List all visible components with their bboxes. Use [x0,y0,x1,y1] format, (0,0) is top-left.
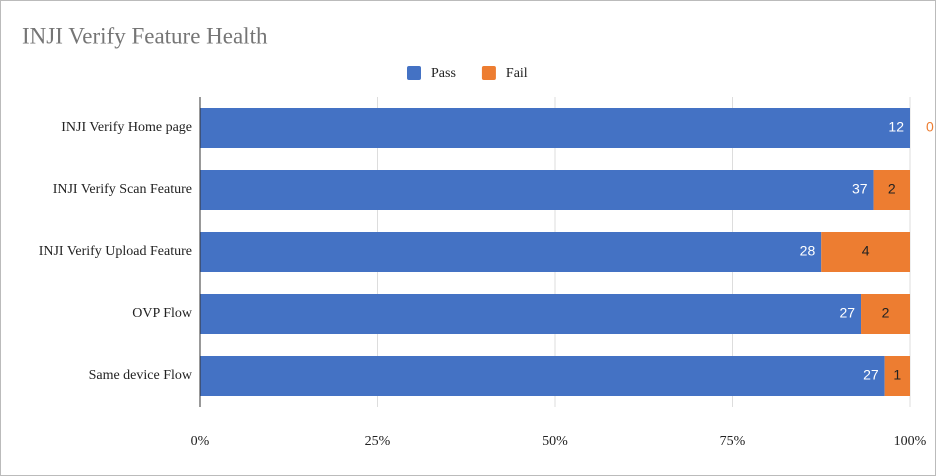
y-tick-label: INJI Verify Scan Feature [53,182,192,197]
y-tick-label: INJI Verify Home page [61,120,192,135]
value-label: 27 [839,305,855,321]
bar [200,356,885,396]
legend-label: Pass [431,66,456,81]
value-label: 37 [852,181,868,197]
bar [884,356,910,396]
x-tick-label: 0% [191,434,210,449]
bar [873,170,910,210]
x-tick-label: 100% [894,434,927,449]
value-label: 28 [800,243,816,259]
legend-swatch [481,66,496,80]
value-label: 2 [882,305,890,321]
legend-swatch [407,66,421,80]
bar [200,232,822,272]
y-tick-label: INJI Verify Upload Feature [39,244,192,259]
y-tick-label: Same device Flow [89,368,193,383]
x-tick-label: 75% [720,434,746,449]
bar [821,232,910,272]
bar [200,294,862,334]
bar [861,294,910,334]
value-label: 0 [926,119,934,135]
legend-label: Fail [506,66,528,81]
y-tick-label: OVP Flow [132,306,193,321]
bar [200,170,874,210]
value-label: 27 [863,367,879,383]
x-tick-label: 25% [365,434,391,449]
value-label: 1 [893,367,901,383]
x-tick-label: 50% [542,434,568,449]
value-label: 4 [862,243,870,259]
value-label: 12 [888,119,904,135]
value-label: 2 [888,181,896,197]
chart-title: INJI Verify Feature Health [22,23,268,48]
bar [200,108,910,148]
